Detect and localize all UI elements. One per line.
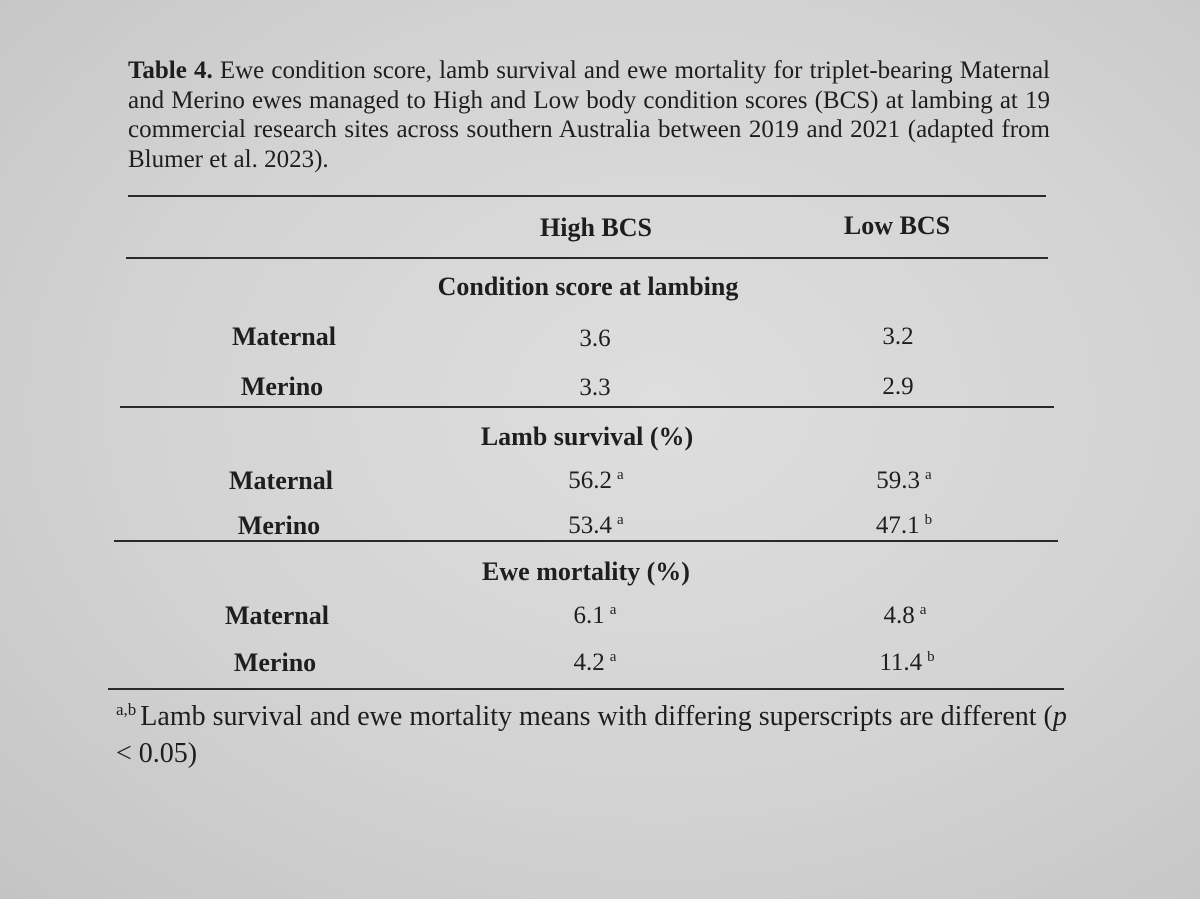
table-footnote: a,b Lamb survival and ewe mortality means…	[116, 700, 1076, 771]
significance-superscript: a	[609, 649, 617, 665]
cell-value: 3.3	[579, 374, 611, 401]
cell-value: 47.1 b	[875, 512, 933, 539]
cell-value: 6.1 a	[573, 602, 617, 629]
footnote-superscript: a,b	[116, 700, 137, 719]
column-header-low-bcs: Low BCS	[843, 211, 951, 240]
row-label-maternal: Maternal	[229, 466, 333, 495]
footnote-text: Lamb survival and ewe mortality means wi…	[140, 701, 1053, 732]
cell-value: 4.8 a	[883, 602, 927, 629]
caption-text: Ewe condition score, lamb survival and e…	[128, 57, 1050, 173]
cell-value: 59.3 a	[876, 467, 932, 494]
cell-value: 4.2 a	[573, 649, 617, 676]
row-label-maternal: Maternal	[232, 322, 336, 351]
row-label-maternal: Maternal	[225, 601, 329, 630]
significance-superscript: a	[617, 512, 624, 528]
cell-value: 53.4 a	[568, 512, 624, 539]
significance-superscript: a	[609, 602, 617, 618]
footnote-p-symbol: p	[1052, 701, 1067, 732]
section-title-lamb-survival: Lamb survival (%)	[480, 422, 694, 451]
section-title-ewe-mortality: Ewe mortality (%)	[482, 557, 690, 586]
significance-superscript: b	[927, 649, 935, 665]
row-label-merino: Merino	[237, 511, 321, 540]
section-rule	[114, 540, 1058, 542]
significance-superscript: a	[925, 467, 932, 483]
cell-value: 3.6	[579, 325, 611, 352]
footnote-p-value: < 0.05)	[116, 738, 198, 769]
cell-value: 11.4 b	[879, 649, 935, 676]
row-label-merino: Merino	[233, 648, 317, 677]
table-caption: Table 4. Ewe condition score, lamb survi…	[128, 56, 1050, 174]
significance-superscript: a	[919, 602, 927, 618]
significance-superscript: a	[617, 467, 624, 483]
column-header-high-bcs: High BCS	[540, 213, 652, 242]
cell-value: 3.2	[882, 323, 914, 350]
caption-label: Table 4.	[128, 57, 213, 84]
row-label-merino: Merino	[240, 372, 324, 401]
cell-value: 2.9	[882, 373, 914, 400]
top-rule	[128, 195, 1046, 197]
section-rule	[120, 406, 1054, 408]
cell-value: 56.2 a	[568, 467, 624, 494]
significance-superscript: b	[924, 512, 933, 528]
bottom-rule	[108, 688, 1064, 690]
section-title-condition-score: Condition score at lambing	[437, 272, 739, 301]
header-rule	[126, 257, 1048, 259]
